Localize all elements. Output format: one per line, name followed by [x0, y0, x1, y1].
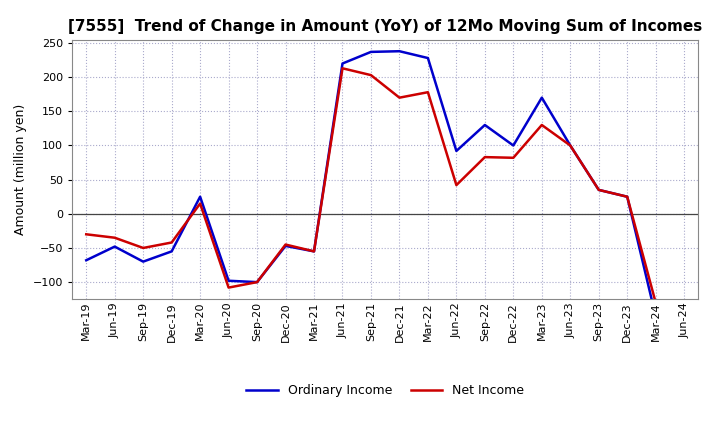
Ordinary Income [139, 259, 148, 264]
Net Income [253, 279, 261, 285]
Net Income [139, 246, 148, 251]
Ordinary Income [82, 258, 91, 263]
Net Income [338, 66, 347, 71]
Net Income [82, 231, 91, 237]
Ordinary Income [595, 187, 603, 193]
Net Income [623, 194, 631, 199]
Ordinary Income [509, 143, 518, 148]
Ordinary Income [110, 244, 119, 249]
Net Income [452, 183, 461, 188]
Net Income [566, 143, 575, 148]
Net Income [537, 122, 546, 128]
Legend: Ordinary Income, Net Income: Ordinary Income, Net Income [241, 379, 529, 402]
Ordinary Income [652, 314, 660, 319]
Net Income [423, 90, 432, 95]
Y-axis label: Amount (million yen): Amount (million yen) [14, 104, 27, 235]
Ordinary Income [395, 48, 404, 54]
Line: Net Income: Net Income [86, 68, 656, 303]
Line: Ordinary Income: Ordinary Income [86, 51, 656, 316]
Ordinary Income [282, 243, 290, 249]
Ordinary Income [480, 122, 489, 128]
Net Income [595, 187, 603, 193]
Net Income [366, 73, 375, 78]
Ordinary Income [366, 49, 375, 55]
Net Income [110, 235, 119, 240]
Ordinary Income [196, 194, 204, 199]
Ordinary Income [253, 279, 261, 285]
Net Income [509, 155, 518, 161]
Net Income [480, 154, 489, 160]
Title: [7555]  Trend of Change in Amount (YoY) of 12Mo Moving Sum of Incomes: [7555] Trend of Change in Amount (YoY) o… [68, 19, 702, 34]
Ordinary Income [623, 194, 631, 199]
Net Income [652, 300, 660, 305]
Ordinary Income [423, 55, 432, 61]
Net Income [196, 201, 204, 206]
Ordinary Income [338, 61, 347, 66]
Ordinary Income [537, 95, 546, 100]
Net Income [282, 242, 290, 247]
Ordinary Income [310, 249, 318, 254]
Net Income [310, 249, 318, 254]
Net Income [225, 285, 233, 290]
Ordinary Income [452, 148, 461, 154]
Ordinary Income [225, 278, 233, 283]
Net Income [395, 95, 404, 100]
Ordinary Income [167, 249, 176, 254]
Ordinary Income [566, 143, 575, 148]
Net Income [167, 240, 176, 245]
